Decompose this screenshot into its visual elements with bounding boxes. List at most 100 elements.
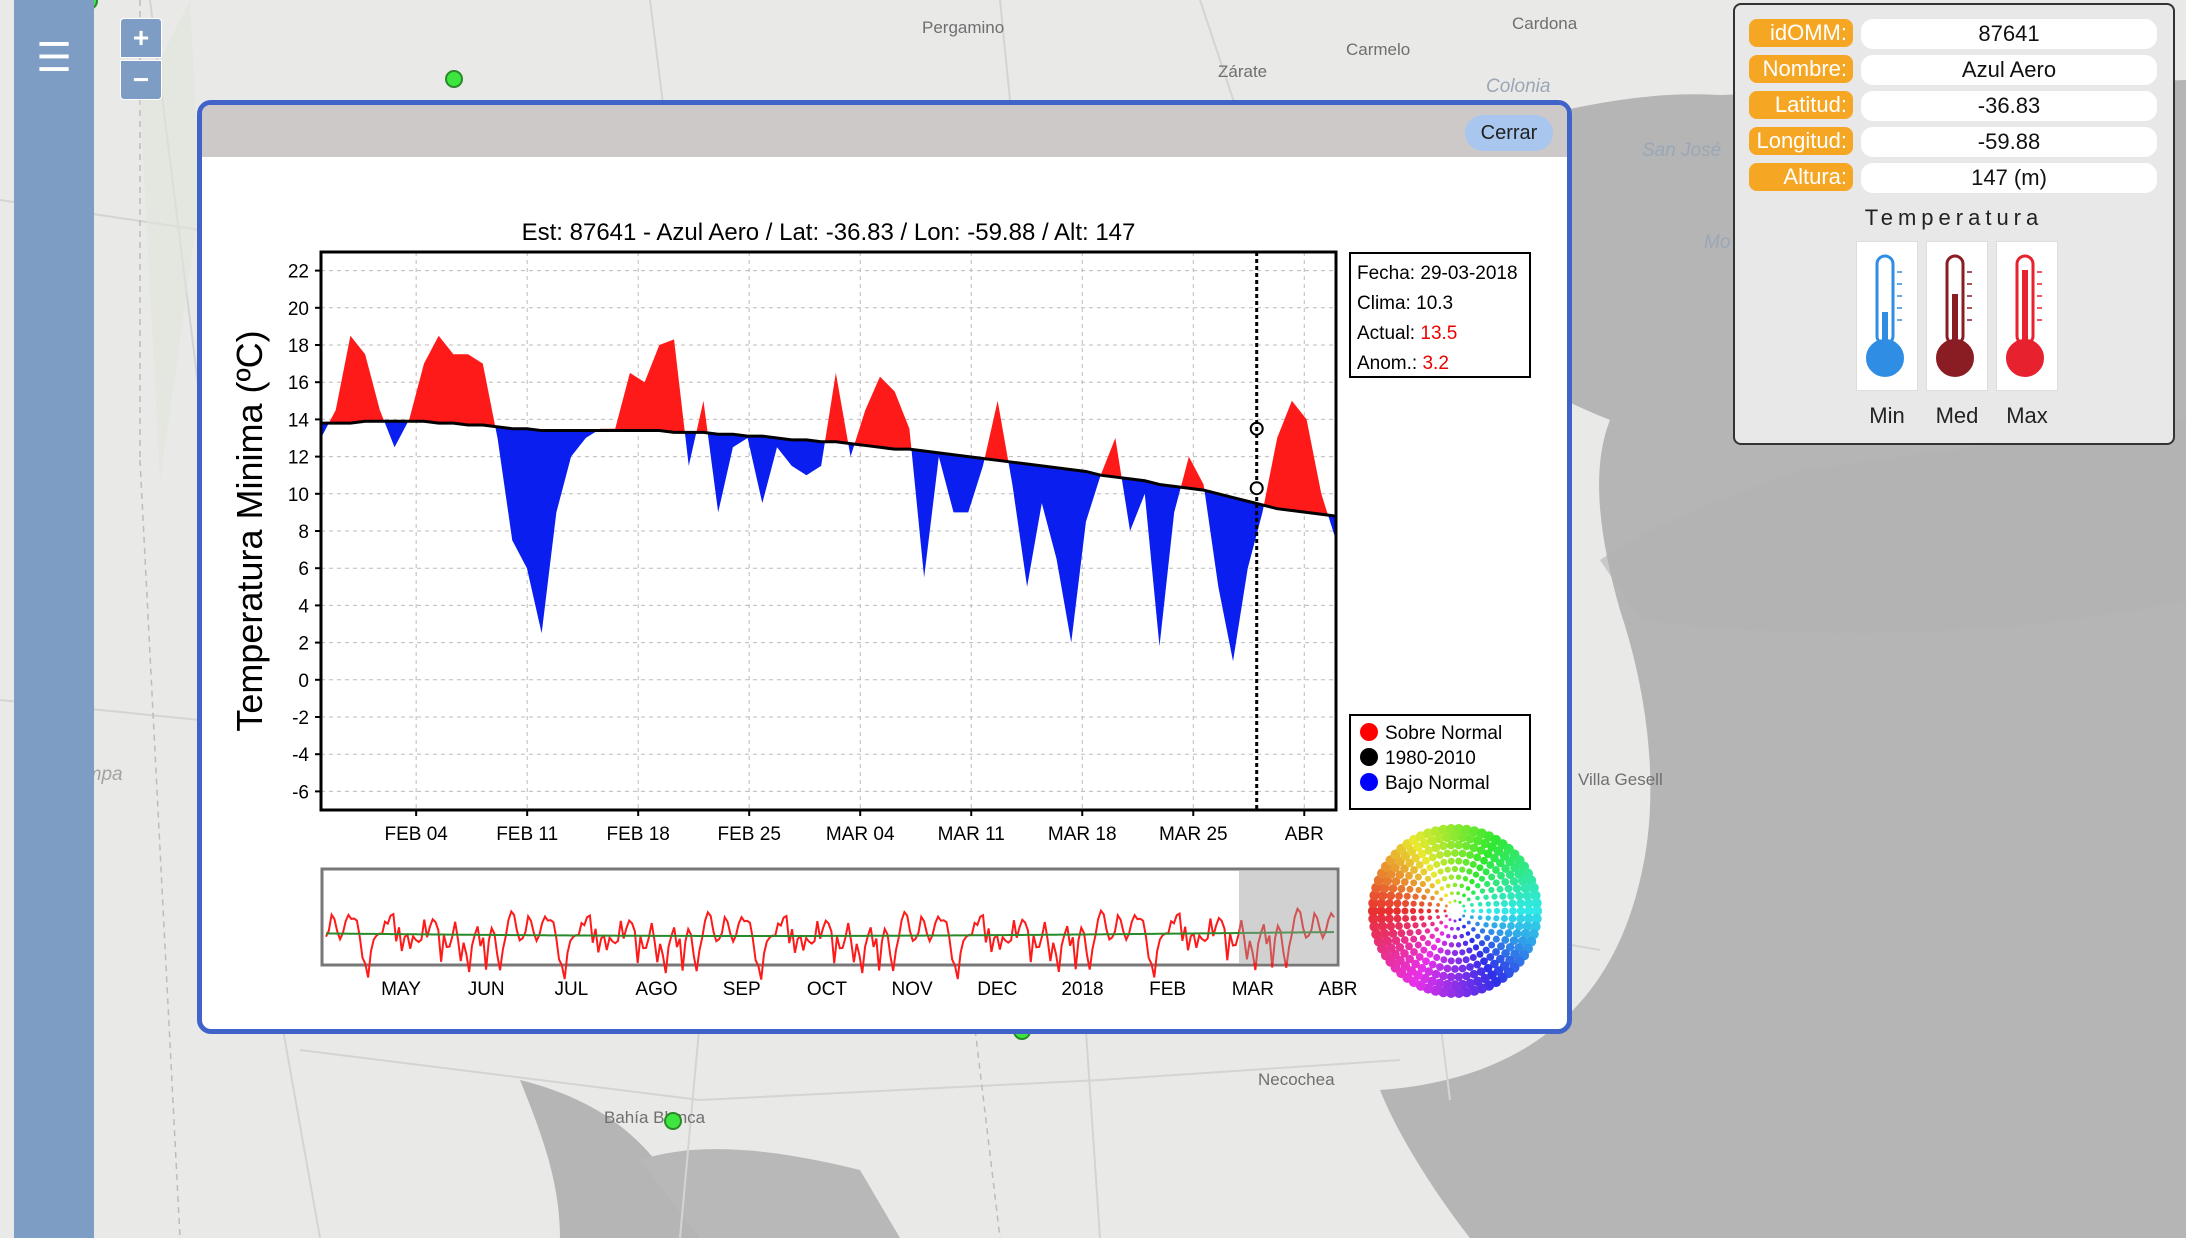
tooltip-value: 10.3 [1416, 293, 1453, 314]
selected-normal-point [1249, 481, 1264, 496]
color-wheel-dot [1393, 899, 1402, 908]
color-wheel-dot [1393, 914, 1402, 923]
color-wheel-dot [1437, 868, 1444, 875]
color-wheel-dot [1469, 969, 1479, 979]
color-wheel-dot [1410, 935, 1418, 943]
color-wheel-dot [1436, 851, 1444, 859]
tooltip-value: 29-03-2018 [1420, 263, 1517, 284]
color-wheel-dot [1435, 878, 1441, 885]
color-wheel-dot [1421, 922, 1427, 928]
color-wheel-dot [1531, 913, 1542, 924]
chart-title: Est: 87641 - Azul Aero / Lat: -36.83 / L… [522, 219, 1136, 246]
color-wheel-dot [1448, 900, 1452, 904]
menu-button[interactable]: ☰ [24, 30, 84, 86]
temperature-chart[interactable]: Est: 87641 - Azul Aero / Lat: -36.83 / L… [202, 157, 1567, 1027]
color-wheel-dot [1393, 907, 1401, 915]
color-wheel-dot [1405, 942, 1413, 951]
color-wheel-dot [1368, 898, 1379, 909]
color-wheel-dot [1509, 936, 1519, 945]
color-wheel-dot [1454, 840, 1464, 850]
color-wheel-dot [1405, 954, 1415, 964]
color-wheel-dot [1453, 987, 1465, 999]
color-wheel-dot [1414, 873, 1422, 881]
tooltip-row: Clima: 10.3 [1357, 293, 1453, 314]
color-wheel-icon [1367, 823, 1543, 999]
zoom-in-button[interactable]: + [120, 18, 162, 58]
y-tick-label: 2 [298, 634, 309, 655]
color-wheel-dot [1445, 823, 1457, 835]
color-wheel-dot [1443, 849, 1452, 858]
color-wheel-dot [1493, 915, 1500, 922]
color-wheel-dot [1440, 956, 1448, 964]
color-wheel-dot [1409, 907, 1417, 915]
color-wheel-dot [1376, 914, 1387, 924]
tooltip-frame [1349, 252, 1531, 378]
station-marker[interactable] [664, 1112, 682, 1130]
color-wheel-dot [1493, 900, 1500, 907]
color-wheel-dot [1501, 878, 1510, 886]
color-wheel-dot [1410, 879, 1418, 887]
color-wheel-dot [1482, 946, 1490, 954]
color-wheel-dot [1479, 928, 1486, 934]
color-wheel-dot [1421, 894, 1427, 900]
color-wheel-dot [1471, 909, 1475, 913]
color-wheel-dot [1483, 922, 1489, 928]
color-wheel-dot [1379, 929, 1390, 939]
color-wheel-dot [1462, 841, 1471, 851]
map-label-mo: Mo [1704, 232, 1731, 253]
color-wheel-dot [1405, 858, 1415, 868]
color-wheel-dot [1400, 949, 1409, 958]
color-wheel-dot [1410, 915, 1417, 922]
legend-frame [1349, 714, 1531, 810]
overview-chart [320, 867, 1340, 980]
color-wheel-dot [1424, 928, 1431, 934]
color-wheel-dot [1456, 891, 1461, 896]
thermometer-min-label: Min [1869, 403, 1905, 428]
color-wheel-dot [1469, 843, 1479, 853]
color-wheel-dot [1439, 971, 1448, 981]
color-wheel-dot [1476, 950, 1484, 958]
color-wheel-dot [1445, 883, 1451, 889]
color-wheel-dot [1402, 914, 1410, 922]
color-wheel-dot [1485, 915, 1491, 921]
color-wheel-dot [1435, 937, 1441, 944]
color-wheel-dot [1440, 858, 1448, 866]
legend-swatch [1360, 748, 1378, 766]
color-wheel-dot [1397, 884, 1406, 893]
color-wheel-dot [1483, 894, 1489, 900]
color-wheel-dot [1478, 940, 1486, 947]
tooltip-label: Fecha: [1357, 263, 1420, 284]
color-wheel-dot [1444, 893, 1448, 898]
color-wheel-dot [1426, 908, 1432, 914]
close-button[interactable]: Cerrar [1465, 115, 1553, 151]
color-wheel-dot [1397, 929, 1406, 938]
thermometer-max-button[interactable] [1996, 241, 2058, 391]
color-wheel-dot [1436, 915, 1440, 920]
color-wheel-dot [1410, 900, 1417, 907]
color-wheel-dot [1486, 908, 1492, 914]
color-wheel-dot [1492, 866, 1500, 874]
overview-tick-label: NOV [891, 979, 933, 1000]
color-wheel-dot [1458, 832, 1468, 843]
color-wheel-dot [1428, 960, 1437, 969]
thermometer-max-icon [2006, 254, 2044, 377]
zoom-out-button[interactable]: − [120, 60, 162, 100]
thermometer-min-button[interactable] [1856, 241, 1918, 391]
legend-swatch [1360, 773, 1378, 791]
color-wheel-dot [1427, 915, 1433, 921]
y-tick-label: 16 [288, 373, 309, 394]
normal-line [321, 419, 1336, 518]
station-marker[interactable] [445, 70, 463, 88]
thermometer-med-label: Med [1935, 403, 1979, 428]
color-wheel-dot [1456, 926, 1461, 931]
color-wheel-dot [1471, 890, 1476, 895]
thermometer-med-button[interactable] [1926, 241, 1988, 391]
grid [321, 252, 1336, 810]
color-wheel-dot [1484, 934, 1491, 942]
color-wheel-dot [1424, 967, 1434, 976]
color-wheel-dot [1412, 893, 1419, 900]
color-wheel-dot [1488, 873, 1496, 881]
color-wheel-dot [1442, 832, 1452, 843]
y-tick-label: -2 [292, 708, 309, 729]
color-wheel-dot [1466, 947, 1473, 954]
